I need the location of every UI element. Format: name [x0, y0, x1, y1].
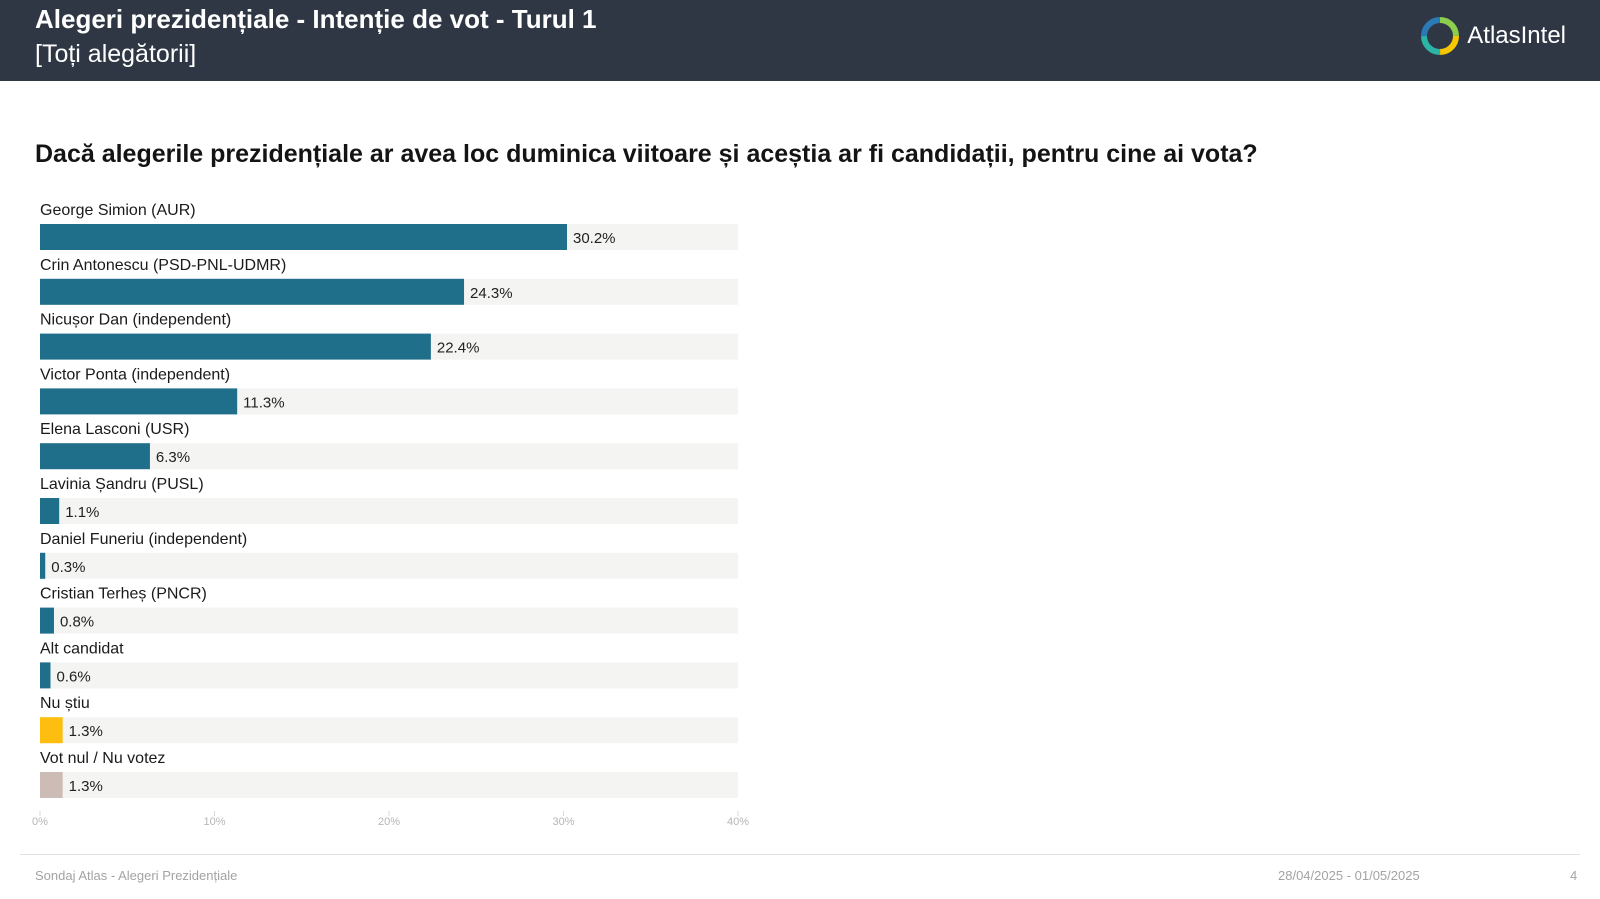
header-bar: Alegeri prezidențiale - Intenție de vot …	[0, 0, 1600, 81]
bar-track-elena-lasconi-usr	[40, 443, 738, 470]
bar-victor-ponta-independent	[40, 388, 238, 415]
value-label-crin-antonescu-psd-pnl-udmr: 24.3%	[470, 285, 513, 302]
category-label-lavinia-sandru-pusl: Lavinia Șandru (PUSL)	[40, 476, 204, 493]
category-label-crin-antonescu-psd-pnl-udmr: Crin Antonescu (PSD-PNL-UDMR)	[40, 257, 286, 274]
bar-nu-stiu	[40, 717, 63, 744]
category-label-nu-stiu: Nu știu	[40, 695, 90, 712]
bar-track-alt-candidat	[40, 662, 738, 689]
bar-track-lavinia-sandru-pusl	[40, 498, 738, 524]
atlasintel-logo: AtlasIntel	[1421, 16, 1566, 56]
bar-alt-candidat	[40, 662, 51, 689]
page-subtitle: [Toți alegătorii]	[35, 40, 197, 68]
page-title: Alegeri prezidențiale - Intenție de vot …	[35, 4, 597, 34]
bar-george-simion-aur	[40, 224, 567, 250]
category-label-victor-ponta-independent: Victor Ponta (independent)	[40, 366, 230, 383]
page-number: 4	[1570, 868, 1578, 883]
category-label-vot-nul-nu-votez: Vot nul / Nu votez	[40, 750, 165, 767]
bar-daniel-funeriu-independent	[40, 552, 46, 579]
value-label-nu-stiu: 1.3%	[69, 723, 103, 740]
value-label-lavinia-sandru-pusl: 1.1%	[65, 504, 99, 521]
x-tick-label-30: 30%	[552, 816, 574, 828]
bar-track-cristian-terhes-pncr	[40, 607, 738, 634]
value-label-george-simion-aur: 30.2%	[573, 230, 616, 247]
value-label-alt-candidat: 0.6%	[56, 668, 90, 685]
value-label-vot-nul-nu-votez: 1.3%	[69, 778, 103, 795]
category-label-alt-candidat: Alt candidat	[40, 640, 124, 657]
value-label-nicusor-dan-independent: 22.4%	[437, 340, 480, 357]
bar-track-daniel-funeriu-independent	[40, 552, 738, 579]
logo-text: AtlasIntel	[1467, 22, 1566, 49]
bar-crin-antonescu-psd-pnl-udmr	[40, 278, 465, 305]
category-label-george-simion-aur: George Simion (AUR)	[40, 202, 196, 219]
bar-track-vot-nul-nu-votez	[40, 772, 738, 798]
footer-divider	[20, 854, 1580, 855]
category-label-elena-lasconi-usr: Elena Lasconi (USR)	[40, 421, 189, 438]
survey-question: Dacă alegerile prezidențiale ar avea loc…	[35, 140, 1258, 168]
x-tick-label-10: 10%	[203, 816, 225, 828]
bar-nicusor-dan-independent	[40, 333, 431, 360]
value-label-elena-lasconi-usr: 6.3%	[156, 449, 190, 466]
bar-vot-nul-nu-votez	[40, 772, 63, 798]
category-label-cristian-terhes-pncr: Cristian Terheș (PNCR)	[40, 586, 207, 603]
value-label-cristian-terhes-pncr: 0.8%	[60, 614, 94, 631]
x-tick-label-40: 40%	[727, 816, 749, 828]
x-tick-label-20: 20%	[378, 816, 400, 828]
bar-elena-lasconi-usr	[40, 443, 150, 470]
bar-track-nu-stiu	[40, 717, 738, 744]
x-tick-label-0: 0%	[32, 816, 48, 828]
footer-date-range: 28/04/2025 - 01/05/2025	[1278, 868, 1420, 883]
value-label-daniel-funeriu-independent: 0.3%	[51, 559, 85, 576]
bar-cristian-terhes-pncr	[40, 607, 54, 634]
footer-source: Sondaj Atlas - Alegeri Prezidențiale	[35, 868, 238, 883]
bar-lavinia-sandru-pusl	[40, 498, 60, 524]
category-label-nicusor-dan-independent: Nicușor Dan (independent)	[40, 312, 231, 329]
atlasintel-logo-icon	[1421, 17, 1460, 55]
category-label-daniel-funeriu-independent: Daniel Funeriu (independent)	[40, 531, 247, 548]
value-label-victor-ponta-independent: 11.3%	[243, 394, 284, 411]
